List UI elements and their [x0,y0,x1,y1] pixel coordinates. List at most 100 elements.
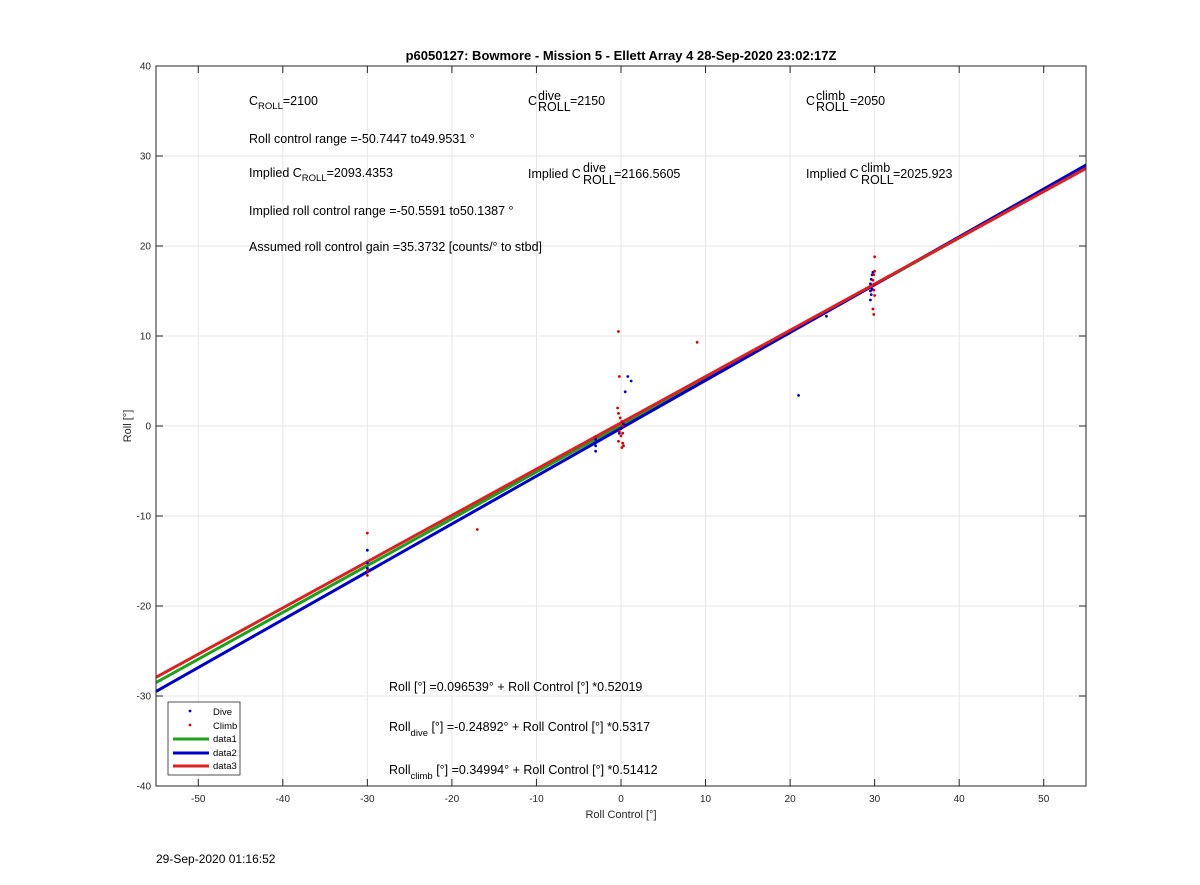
annotation-c-roll-climb: C [806,94,815,108]
x-axis-label: Roll Control [°] [585,809,656,821]
point-climb [871,278,875,282]
y-tick-label: -30 [137,692,152,703]
annotation-c-roll-climb-sup: climb [816,89,845,103]
annotation-implied-c-roll-climb: Implied C [806,167,859,181]
legend-label-dive: Dive [213,707,232,718]
point-climb [871,307,875,311]
annotation-fit-all: Roll [°] =0.096539° + Roll Control [°] *… [389,680,642,694]
annotation-implied-c-roll-dive: Implied C [528,167,581,181]
point-climb [594,435,598,439]
y-tick-label: -20 [137,602,152,613]
point-dive [619,427,623,431]
legend-label-climb: Climb [213,721,237,732]
point-dive [365,561,369,565]
annotation-c-roll-dive-value: =2150 [570,94,605,108]
y-tick-label: 20 [140,242,152,253]
legend-marker-climb [188,723,192,727]
point-climb [620,420,624,423]
annotation-implied-c-roll-climb-sup: climb [861,161,890,175]
annotation-implied-c-roll-climb-value: =2025.923 [893,167,952,181]
point-dive [869,293,873,296]
annotation-implied-c-roll-climb-sub: ROLL [861,173,894,187]
point-dive [623,390,627,394]
x-tick-label: 10 [700,794,712,805]
annotation-implied-c-roll-dive-sub: ROLL [583,173,616,187]
annotation-implied-c-roll: Implied CROLL=2093.4353 [249,166,393,184]
x-tick-label: 50 [1038,794,1050,805]
point-dive [869,298,872,302]
point-dive [594,444,598,448]
point-climb [365,569,369,573]
x-tick-label: -30 [360,794,375,805]
legend: Dive Climb data1 data2 data3 [167,701,241,776]
point-climb [872,288,876,292]
point-climb [621,424,625,428]
point-climb [873,283,877,287]
point-climb [621,441,625,445]
point-climb [620,446,624,449]
legend-label-data2: data2 [213,748,237,759]
annotation-fit-dive: Rolldive [°] =-0.24892° + Roll Control [… [389,720,650,739]
annotation-implied-range: Implied roll control range =-50.5591 to5… [249,204,514,218]
point-climb [617,430,621,433]
point-dive [869,289,872,293]
fit-line-data3 [156,167,1086,679]
y-tick-label: -40 [137,782,152,793]
point-dive [626,375,630,378]
point-dive [825,314,828,318]
point-dive [797,394,800,397]
point-climb [873,269,877,273]
annotation-c-roll-climb-value: =2050 [850,94,885,108]
point-dive [594,438,598,441]
point-climb [365,574,369,577]
point-climb [695,340,699,344]
point-climb [617,412,620,415]
timestamp: 29-Sep-2020 01:16:52 [156,852,276,866]
annotation-c-roll-dive-sub: ROLL [538,100,571,114]
point-dive [594,449,598,453]
x-tick-label: -50 [191,794,206,805]
point-climb [617,375,621,378]
point-dive [365,566,369,570]
point-climb [622,444,625,448]
chart-title: p6050127: Bowmore - Mission 5 - Ellett A… [406,48,837,63]
point-dive [365,548,369,552]
annotation-implied-c-roll-dive-value: =2166.5605 [614,167,680,181]
legend-label-data1: data1 [213,734,237,745]
point-climb [873,294,877,297]
annotation-c-roll-dive: C [528,94,537,108]
data-points [365,255,877,577]
x-tick-label: 30 [869,794,881,805]
x-tick-label: -10 [529,794,544,805]
point-climb [873,255,877,259]
x-tick-label: -40 [276,794,291,805]
x-tick-label: -20 [445,794,460,805]
annotation-c-roll: CROLL=2100 [249,94,318,112]
annotation-fit-climb: Rollclimb [°] =0.34994° + Roll Control [… [389,763,658,782]
point-climb [475,528,479,531]
y-tick-label: 10 [140,332,152,343]
annotation-implied-c-roll-dive-sup: dive [583,161,606,175]
point-climb [872,273,876,277]
legend-label-data3: data3 [213,761,237,772]
point-dive [629,379,633,383]
annotation-c-roll-climb-sub: ROLL [816,100,849,114]
point-climb [617,439,620,443]
y-tick-label: 30 [140,152,152,163]
point-climb [617,330,620,333]
annotation-c-roll-dive-sup: dive [538,89,561,103]
y-axis-label: Roll [°] [122,410,134,443]
x-tick-label: 0 [618,794,624,805]
point-climb [618,416,622,420]
point-climb [365,531,369,535]
x-tick-label: 20 [785,794,797,805]
y-tick-label: -10 [137,512,152,523]
y-tick-label: 40 [140,62,152,73]
point-climb [872,313,876,316]
x-tick-label: 40 [954,794,966,805]
annotation-gain: Assumed roll control gain =35.3732 [coun… [249,240,542,254]
point-climb [619,434,623,438]
annotation-roll-control-range: Roll control range =-50.7447 to49.9531 ° [249,132,475,146]
point-dive [869,282,872,286]
